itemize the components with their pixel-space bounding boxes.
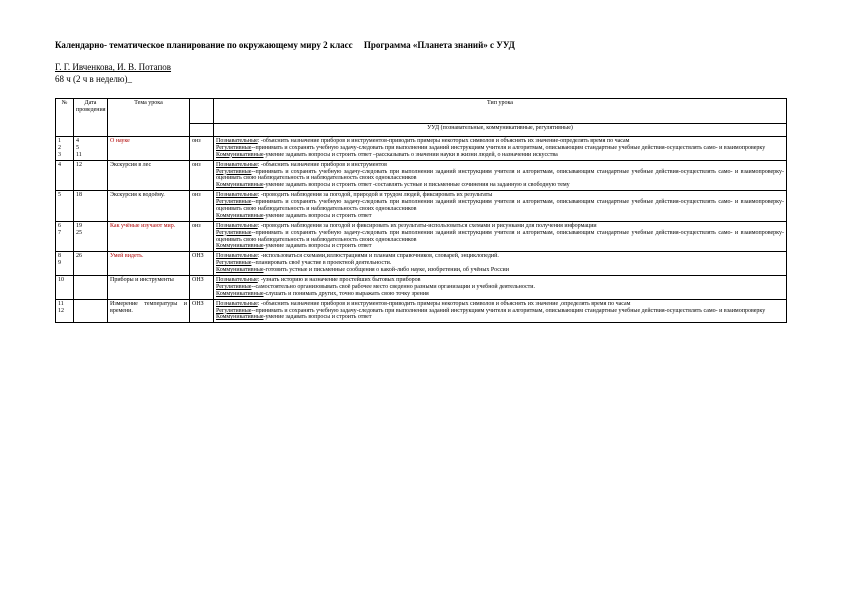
cell-uud: Познавательные: -объяснить назначение пр… bbox=[214, 299, 787, 323]
cell-type: ОНЗ bbox=[190, 276, 214, 300]
table-row: 671925Как учёные изучают мир.онзПознават… bbox=[56, 221, 787, 252]
cell-num: 67 bbox=[56, 221, 74, 252]
cell-num: 4 bbox=[56, 160, 74, 191]
cell-date: 4511 bbox=[74, 137, 108, 161]
table-row: 8926Умей видеть.ОНЗПознавательные: -испо… bbox=[56, 252, 787, 276]
cell-topic: Экскурсия к водоёму. bbox=[108, 191, 190, 222]
th-date: Дата проведения bbox=[74, 99, 108, 137]
title-left: Календарно- тематическое планирование по… bbox=[55, 40, 353, 50]
cell-uud: Познавательные: -проводить наблюдения за… bbox=[214, 191, 787, 222]
cell-uud: Познавательные: -объяснить назначение пр… bbox=[214, 160, 787, 191]
table-row: 412Экскурсия в лесонзПознавательные: -об… bbox=[56, 160, 787, 191]
cell-num: 5 bbox=[56, 191, 74, 222]
th-num: № bbox=[56, 99, 74, 137]
authors-line: Г. Г. Ивченкова, И. В. Потапов bbox=[55, 62, 787, 72]
th-blank bbox=[190, 99, 214, 124]
cell-topic: Умей видеть. bbox=[108, 252, 190, 276]
table-row: 10 Приборы и инструментыОНЗПознавательные… bbox=[56, 276, 787, 300]
cell-num: 123 bbox=[56, 137, 74, 161]
table-row: 1112 Измерение температуры и времени.ОНЗП… bbox=[56, 299, 787, 323]
cell-date: 26 bbox=[74, 252, 108, 276]
cell-topic: О науке bbox=[108, 137, 190, 161]
cell-num: 89 bbox=[56, 252, 74, 276]
cell-type: ОНЗ bbox=[190, 299, 214, 323]
cell-date bbox=[74, 276, 108, 300]
cell-date: 1925 bbox=[74, 221, 108, 252]
cell-topic: Приборы и инструменты bbox=[108, 276, 190, 300]
cell-type: онз bbox=[190, 191, 214, 222]
cell-topic: Как учёные изучают мир. bbox=[108, 221, 190, 252]
cell-uud: Познавательные: -использоваться схемами,… bbox=[214, 252, 787, 276]
cell-uud: Познавательные: -узнать историю и назнач… bbox=[214, 276, 787, 300]
th-lesson-type: Тип урока bbox=[214, 99, 787, 124]
table-row: 1234511О наукеонзПознавательные: -объясн… bbox=[56, 137, 787, 161]
cell-num: 1112 bbox=[56, 299, 74, 323]
title-right: Программа «Планета знаний» с УУД bbox=[364, 40, 515, 50]
cell-uud: Познавательные: -проводить наблюдения за… bbox=[214, 221, 787, 252]
table-row: 518Экскурсия к водоёму.онзПознавательные… bbox=[56, 191, 787, 222]
page-title: Календарно- тематическое планирование по… bbox=[55, 40, 787, 50]
cell-type: онз bbox=[190, 137, 214, 161]
cell-topic: Измерение температуры и времени. bbox=[108, 299, 190, 323]
hours-line: 68 ч (2 ч в неделю)_ bbox=[55, 74, 787, 84]
cell-uud: Познавательные: -объяснить назначение пр… bbox=[214, 137, 787, 161]
plan-table: № Дата проведения Тема урока Тип урока У… bbox=[55, 98, 787, 323]
cell-type: онз bbox=[190, 221, 214, 252]
cell-topic: Экскурсия в лес bbox=[108, 160, 190, 191]
th-blank2 bbox=[190, 124, 214, 137]
cell-date: 18 bbox=[74, 191, 108, 222]
table-header-row: № Дата проведения Тема урока Тип урока bbox=[56, 99, 787, 124]
cell-num: 10 bbox=[56, 276, 74, 300]
cell-type: онз bbox=[190, 160, 214, 191]
th-topic: Тема урока bbox=[108, 99, 190, 137]
table-body: 1234511О наукеонзПознавательные: -объясн… bbox=[56, 137, 787, 323]
cell-type: ОНЗ bbox=[190, 252, 214, 276]
cell-date bbox=[74, 299, 108, 323]
th-uud: УУД (познавательные, коммуникативные, ре… bbox=[214, 124, 787, 137]
cell-date: 12 bbox=[74, 160, 108, 191]
